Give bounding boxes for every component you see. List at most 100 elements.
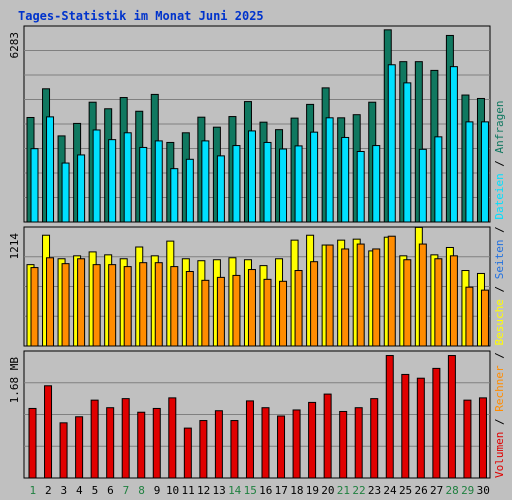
bar-volumen-15 <box>245 400 254 479</box>
bar-volumen-6 <box>106 407 115 479</box>
x-tick-label-16: 16 <box>259 484 272 497</box>
bar-dateien-21 <box>341 136 350 223</box>
legend-separator: / <box>493 153 506 173</box>
legend-separator: / <box>493 220 506 240</box>
x-tick-label-25: 25 <box>399 484 412 497</box>
bar-rechner-19 <box>310 261 319 347</box>
bar-rechner-4 <box>77 258 86 347</box>
bar-dateien-11 <box>185 158 194 223</box>
legend-anfragen: Anfragen <box>493 100 506 153</box>
bar-dateien-25 <box>403 82 412 223</box>
bar-rechner-5 <box>92 264 101 347</box>
x-tick-label-15: 15 <box>244 484 257 497</box>
bar-rechner-10 <box>170 266 179 347</box>
legend-seiten: Seiten <box>493 240 506 280</box>
bar-volumen-4 <box>75 416 84 479</box>
bar-volumen-19 <box>308 401 317 479</box>
x-tick-label-19: 19 <box>306 484 319 497</box>
bar-rechner-30 <box>480 289 489 347</box>
bar-dateien-14 <box>232 145 241 223</box>
bar-rechner-2 <box>46 257 55 347</box>
bar-volumen-27 <box>432 367 441 479</box>
x-tick-label-10: 10 <box>166 484 179 497</box>
panel-bottom: 1.68 MB <box>8 350 491 479</box>
bar-dateien-1 <box>30 148 39 223</box>
bar-dateien-17 <box>279 148 288 223</box>
bar-volumen-28 <box>447 355 456 479</box>
bar-rechner-11 <box>185 271 194 347</box>
bar-dateien-3 <box>61 162 70 223</box>
y-max-label: 6283 <box>8 32 21 59</box>
bar-dateien-12 <box>201 140 210 223</box>
bar-dateien-20 <box>325 117 334 223</box>
bar-volumen-30 <box>478 397 487 479</box>
bar-volumen-29 <box>463 399 472 479</box>
legend: Volumen / Rechner / Besuche / Seiten / D… <box>493 100 506 478</box>
bar-rechner-12 <box>201 279 210 347</box>
x-tick-label-8: 8 <box>138 484 145 497</box>
bar-dateien-27 <box>434 136 443 223</box>
bar-dateien-5 <box>92 129 101 223</box>
bar-rechner-21 <box>341 248 350 347</box>
bar-rechner-7 <box>123 266 132 347</box>
bar-volumen-17 <box>277 415 286 479</box>
bar-volumen-20 <box>323 393 332 479</box>
bar-dateien-10 <box>170 168 179 223</box>
y-max-label: 1.68 MB <box>8 357 21 404</box>
bar-volumen-14 <box>230 420 239 479</box>
panel-middle: 1214 <box>8 226 491 347</box>
bar-volumen-10 <box>168 397 177 479</box>
bar-dateien-19 <box>310 131 319 223</box>
bar-rechner-25 <box>403 259 412 347</box>
x-tick-label-24: 24 <box>383 484 397 497</box>
x-tick-label-20: 20 <box>321 484 334 497</box>
bar-dateien-15 <box>247 130 256 223</box>
bar-dateien-8 <box>139 146 148 223</box>
x-tick-label-7: 7 <box>123 484 130 497</box>
bar-rechner-29 <box>465 286 474 347</box>
x-tick-label-17: 17 <box>275 484 288 497</box>
bar-rechner-9 <box>154 262 163 347</box>
bar-rechner-8 <box>139 262 148 347</box>
x-tick-label-14: 14 <box>228 484 242 497</box>
bar-rechner-3 <box>61 263 70 347</box>
legend-rechner: Rechner <box>493 365 506 412</box>
bar-dateien-26 <box>418 148 427 223</box>
x-tick-label-6: 6 <box>107 484 114 497</box>
bar-volumen-24 <box>385 355 394 479</box>
legend-separator: / <box>493 346 506 366</box>
bar-rechner-18 <box>294 270 303 347</box>
bar-rechner-27 <box>434 258 443 347</box>
bar-volumen-8 <box>137 411 146 479</box>
x-tick-label-11: 11 <box>181 484 194 497</box>
x-tick-label-29: 29 <box>461 484 474 497</box>
legend-dateien: Dateien <box>493 173 506 219</box>
bar-dateien-13 <box>216 155 225 223</box>
bar-volumen-11 <box>183 427 192 479</box>
legend-besuche: Besuche <box>493 299 506 345</box>
bar-dateien-9 <box>154 140 163 223</box>
x-tick-label-12: 12 <box>197 484 210 497</box>
bar-volumen-22 <box>354 407 363 479</box>
bar-dateien-2 <box>46 116 55 223</box>
bar-dateien-4 <box>77 154 86 223</box>
bar-rechner-22 <box>356 243 365 347</box>
x-tick-label-28: 28 <box>446 484 459 497</box>
bar-rechner-28 <box>449 255 458 347</box>
bar-dateien-28 <box>449 66 458 223</box>
x-tick-label-9: 9 <box>154 484 161 497</box>
x-tick-label-18: 18 <box>290 484 303 497</box>
bar-volumen-16 <box>261 407 270 479</box>
chart-panels: 6283 1214 1.68 MB <box>8 25 491 479</box>
y-max-label: 1214 <box>8 233 21 260</box>
bar-volumen-12 <box>199 420 208 479</box>
bar-volumen-13 <box>214 410 223 479</box>
bar-rechner-15 <box>247 269 256 347</box>
x-tick-label-22: 22 <box>352 484 365 497</box>
x-tick-label-5: 5 <box>92 484 99 497</box>
x-axis-labels: 1 2 3 4 5 6 7 8 9 10 11 12 13 14 15 16 17 18 19 20 21 22 23 24 2… <box>29 484 489 497</box>
bar-volumen-26 <box>416 377 425 479</box>
bar-rechner-1 <box>30 267 39 347</box>
bar-dateien-24 <box>387 64 396 223</box>
bar-volumen-5 <box>90 399 99 479</box>
